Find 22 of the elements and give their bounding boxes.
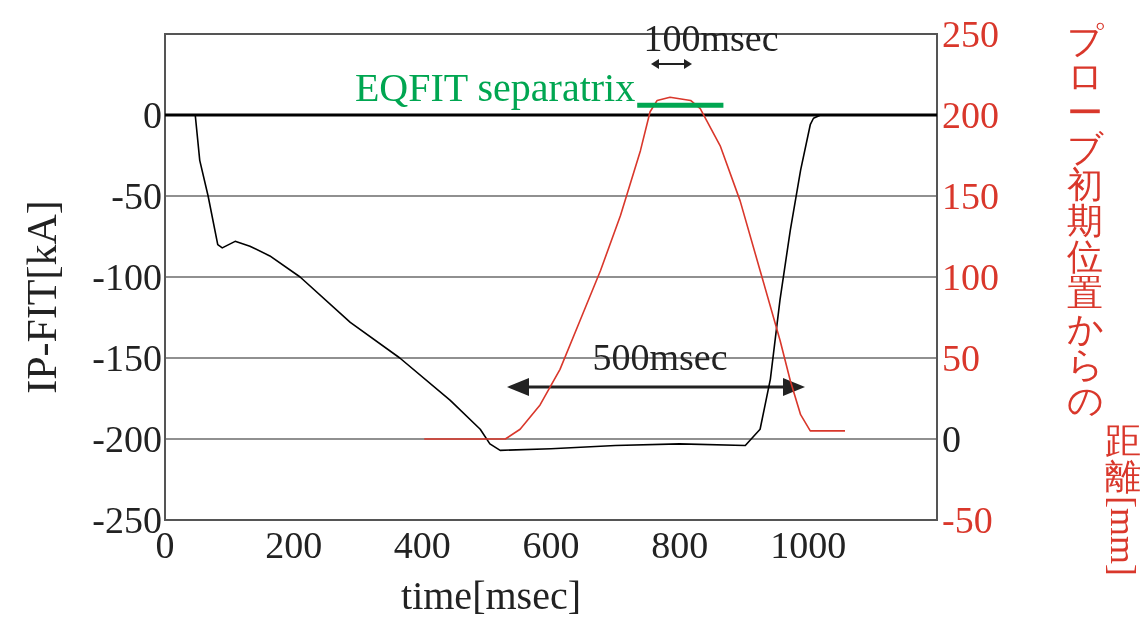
annotation: 500msec <box>592 336 728 378</box>
x-tick-label: 800 <box>651 524 709 566</box>
text: プローブ初期位置からの距離[mm] <box>1066 20 1144 576</box>
y2-tick-label: 200 <box>942 94 999 136</box>
y-axis-title: IP-FIT[kA] <box>19 200 65 394</box>
y2-tick-label: 50 <box>942 337 980 379</box>
y-tick-label: 0 <box>143 94 162 136</box>
x-tick-label: 600 <box>522 524 580 566</box>
y2-tick-label: 150 <box>942 175 999 217</box>
y-tick-label: -150 <box>92 337 162 379</box>
y2-tick-label: -50 <box>942 499 993 541</box>
x-axis-title: time[msec] <box>401 573 581 618</box>
y2-tick-label: 0 <box>942 418 961 460</box>
y-tick-label: -50 <box>111 175 162 217</box>
y-tick-label: -200 <box>92 418 162 460</box>
y2-tick-label: 250 <box>942 13 999 55</box>
x-tick-label: 200 <box>265 524 323 566</box>
x-tick-label: 1000 <box>770 524 847 566</box>
y2-tick-label: 100 <box>942 256 999 298</box>
y-tick-label: -100 <box>92 256 162 298</box>
x-tick-label: 400 <box>393 524 451 566</box>
series-label: EQFIT separatrix <box>354 65 636 111</box>
